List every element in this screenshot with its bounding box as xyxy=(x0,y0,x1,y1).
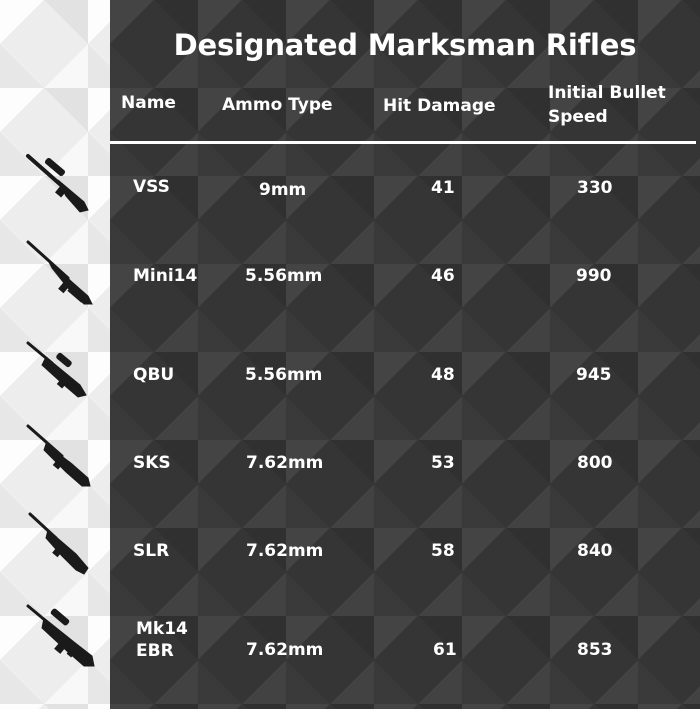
row5-damage: 58 xyxy=(431,541,455,561)
header-hit-damage: Hit Damage xyxy=(383,96,496,116)
row2-name: Mini14 xyxy=(133,266,198,286)
row3-ammo: 5.56mm xyxy=(245,365,323,385)
header-speed-line1: Initial Bullet xyxy=(548,83,666,103)
row2-speed: 990 xyxy=(576,266,612,286)
row6-name: Mk14 EBR xyxy=(136,618,188,662)
sks-rifle-icon xyxy=(26,424,91,487)
table-panel xyxy=(110,0,700,709)
qbu-rifle-icon xyxy=(26,341,87,398)
row1-ammo: 9mm xyxy=(259,180,307,200)
row6-name-line1: Mk14 xyxy=(136,619,188,639)
row6-damage: 61 xyxy=(433,640,457,660)
row4-ammo: 7.62mm xyxy=(246,453,324,473)
slr-rifle-icon xyxy=(28,512,89,575)
header-speed-line2: Speed xyxy=(548,107,608,127)
row4-name: SKS xyxy=(133,453,171,473)
row5-ammo: 7.62mm xyxy=(246,541,324,561)
row4-speed: 800 xyxy=(577,453,613,473)
row1-name: VSS xyxy=(133,177,170,197)
row3-name: QBU xyxy=(133,365,175,385)
row6-speed: 853 xyxy=(577,640,613,660)
row3-damage: 48 xyxy=(431,365,455,385)
header-initial-bullet-speed: Initial Bullet Speed xyxy=(548,81,666,129)
mini14-rifle-icon xyxy=(26,240,93,305)
row3-speed: 945 xyxy=(576,365,612,385)
vss-rifle-icon xyxy=(26,154,89,213)
row6-name-line2: EBR xyxy=(136,641,174,661)
mk14-ebr-rifle-icon xyxy=(26,604,95,667)
row6-ammo: 7.62mm xyxy=(246,640,324,660)
page-title: Designated Marksman Rifles xyxy=(173,28,637,62)
row2-ammo: 5.56mm xyxy=(245,266,323,286)
header-ammo-type: Ammo Type xyxy=(222,95,333,115)
header-name: Name xyxy=(121,93,176,113)
row5-name: SLR xyxy=(133,541,170,561)
row4-damage: 53 xyxy=(431,453,455,473)
left-background-strip xyxy=(0,0,110,709)
row1-damage: 41 xyxy=(431,178,455,198)
row2-damage: 46 xyxy=(431,266,455,286)
row1-speed: 330 xyxy=(577,178,613,198)
row5-speed: 840 xyxy=(577,541,613,561)
header-divider xyxy=(110,141,696,144)
